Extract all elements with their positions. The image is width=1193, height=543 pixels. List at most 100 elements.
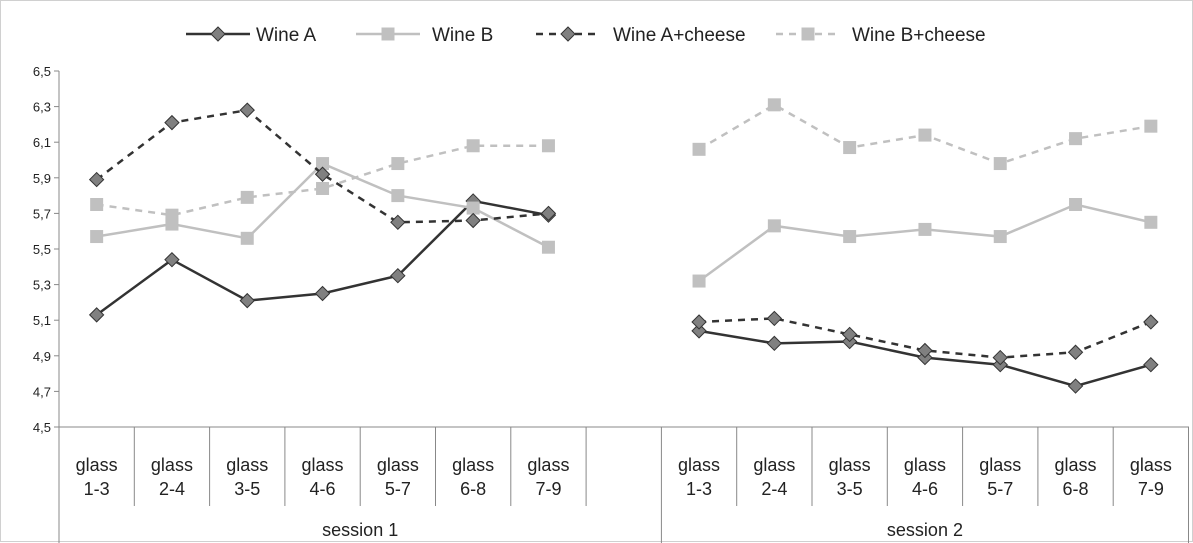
x-category-label: glass (302, 455, 344, 475)
data-point (1069, 132, 1083, 146)
data-point (90, 230, 104, 244)
x-category-label: glass (904, 455, 946, 475)
x-axis: glass 1-3 glass 2-4 glass 3-5 glass 4-6 glass 5-7… (58, 426, 1189, 543)
x-category-label: 2-4 (159, 479, 185, 499)
legend-item: Wine B (356, 25, 493, 46)
data-point (918, 128, 932, 142)
legend-item: Wine A+cheese (536, 25, 746, 46)
data-point (240, 231, 254, 245)
x-category-label: 5-7 (987, 479, 1013, 499)
data-point (391, 189, 405, 203)
y-tick-label: 4,7 (33, 384, 51, 399)
y-tick-label: 5,9 (33, 171, 51, 186)
data-point (466, 201, 480, 215)
data-point (239, 102, 255, 118)
data-point (314, 166, 331, 182)
data-point (841, 326, 858, 343)
x-category-label: 5-7 (385, 479, 411, 499)
data-point (210, 26, 226, 42)
x-category-label: glass (753, 455, 795, 475)
data-point (1067, 344, 1084, 360)
x-category-label: glass (1130, 455, 1172, 475)
data-point (692, 142, 706, 156)
x-category-label: glass (452, 455, 494, 475)
data-point (917, 342, 933, 359)
x-category-label: glass (226, 455, 268, 475)
x-category-label: 6-8 (460, 479, 486, 499)
y-tick-label: 6,1 (33, 135, 51, 150)
data-point (1067, 378, 1084, 394)
data-point (993, 157, 1007, 171)
series-line (698, 203, 1152, 283)
plot-area (88, 98, 1159, 394)
y-tick-label: 4,5 (33, 420, 51, 435)
x-category-label: 2-4 (761, 479, 787, 499)
x-category-label: glass (829, 455, 871, 475)
y-tick-label: 4,9 (33, 349, 51, 364)
series-wine-b-cheese (90, 98, 1158, 222)
data-point (843, 230, 857, 244)
x-category-label: 3-5 (837, 479, 863, 499)
data-point (164, 114, 180, 131)
data-point (164, 251, 180, 268)
x-category-label: glass (377, 455, 419, 475)
y-tick-label: 5,3 (33, 278, 51, 293)
series-wine-b (90, 157, 1158, 288)
data-point (88, 307, 105, 323)
data-point (801, 27, 815, 41)
y-tick-label: 6,3 (33, 100, 51, 115)
x-category-label: 1-3 (84, 479, 110, 499)
data-point (692, 274, 706, 288)
data-point (239, 292, 255, 309)
data-point (540, 205, 557, 222)
data-point (560, 26, 576, 42)
x-category-label: 7-9 (535, 479, 561, 499)
data-point (843, 141, 857, 155)
data-point (316, 181, 330, 195)
data-point (466, 139, 480, 153)
data-point (691, 314, 707, 330)
data-point (918, 222, 932, 236)
legend-label: Wine B (432, 25, 493, 46)
data-point (1144, 119, 1158, 133)
data-point (90, 198, 104, 211)
data-point (767, 98, 781, 112)
data-point (465, 212, 481, 229)
data-point (766, 335, 783, 352)
data-point (767, 219, 781, 233)
data-point (390, 267, 406, 284)
x-category-label: glass (979, 455, 1021, 475)
legend: Wine A Wine B Wine A+cheese Wine B+cheese (186, 25, 986, 46)
legend-label: Wine A+cheese (613, 25, 746, 46)
data-point (240, 190, 254, 204)
data-point (1144, 215, 1158, 229)
series-wine-a (88, 193, 1159, 394)
data-point (165, 208, 179, 222)
x-category-label: 3-5 (234, 479, 260, 499)
legend-item: Wine A (186, 25, 317, 46)
y-tick-label: 5,1 (33, 313, 51, 328)
data-point (766, 310, 783, 327)
x-category-label: 4-6 (310, 479, 336, 499)
x-category-label: glass (76, 455, 118, 475)
data-point (1143, 356, 1159, 373)
x-category-label: 1-3 (686, 479, 712, 499)
x-category-label: 4-6 (912, 479, 938, 499)
y-axis: 4,5 4,7 4,9 5,1 5,3 5,5 5,7 5,9 6,1 6,3 6,5 (33, 64, 60, 435)
data-point (88, 171, 105, 188)
data-point (381, 27, 395, 41)
y-tick-label: 5,5 (33, 242, 51, 257)
data-point (993, 230, 1007, 244)
data-point (541, 139, 555, 153)
data-point (1143, 314, 1159, 330)
legend-item: Wine B+cheese (776, 25, 986, 46)
data-point (390, 214, 406, 231)
y-tick-label: 5,7 (33, 206, 51, 221)
x-category-label: glass (151, 455, 193, 475)
data-point (691, 323, 707, 339)
data-point (391, 157, 405, 171)
x-group-label: session 1 (322, 520, 398, 540)
x-category-label: glass (1055, 455, 1097, 475)
